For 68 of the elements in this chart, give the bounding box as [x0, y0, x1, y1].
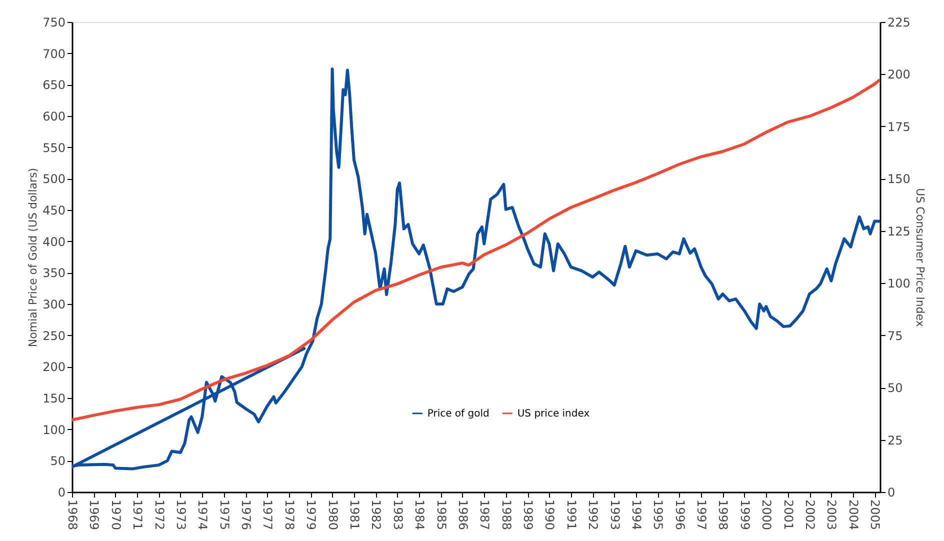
x-tick-label: 1994	[629, 500, 644, 530]
y-tick-label: 700	[42, 46, 66, 61]
legend-label: US price index	[517, 408, 590, 420]
y-tick-label: 600	[42, 110, 66, 124]
x-tick-label: 1996	[672, 500, 687, 530]
x-tick-label: 1997	[694, 500, 709, 530]
y-tick-label: 500	[42, 172, 66, 186]
y-tick-label: 50	[50, 454, 66, 468]
y-tick-label: 450	[42, 204, 66, 218]
x-tick-label: 1982	[369, 500, 384, 530]
y-tick-label: 650	[42, 78, 66, 92]
x-tick-label: 1972	[152, 500, 166, 530]
y-tick-label: 400	[42, 234, 66, 249]
x-tick-label: 2003	[824, 500, 839, 530]
y-tick-label: 750	[42, 16, 66, 30]
x-tick-label: 1977	[260, 500, 275, 530]
y-axis-title: Nomial Price of Gold (US dollars)	[26, 168, 40, 348]
x-tick-label: 1969	[87, 500, 102, 530]
y-tick-label: 200	[42, 360, 66, 374]
y-tick-label: 300	[42, 298, 66, 312]
y2-tick-label: 175	[888, 120, 910, 134]
y2-tick-label: 150	[888, 172, 910, 186]
x-tick-label: 1971	[130, 500, 145, 530]
x-tick-label: 1993	[608, 500, 622, 530]
x-tick-label: 1991	[564, 500, 578, 530]
y2-tick-label: 100	[888, 276, 910, 291]
x-tick-label: 2005	[868, 500, 882, 530]
x-tick-label: 1999	[738, 500, 752, 530]
y-tick-label: 150	[42, 392, 66, 406]
x-tick-label: 1984	[412, 500, 427, 530]
x-tick-label: 2000	[760, 500, 774, 530]
y-tick-label: 350	[42, 266, 66, 280]
x-tick-label: 1988	[499, 500, 514, 530]
y2-tick-label: 50	[888, 381, 903, 396]
x-tick-label: 1973	[174, 500, 188, 530]
y2-tick-label: 75	[888, 328, 903, 343]
y-tick-label: 0	[58, 486, 66, 500]
x-tick-label: 1983	[390, 500, 405, 530]
x-tick-label: 1981	[347, 500, 362, 530]
x-tick-label: 2004	[846, 500, 860, 530]
x-tick-label: 2002	[803, 500, 818, 530]
x-tick-label: 1970	[108, 500, 123, 530]
y-tick-label: 100	[42, 422, 66, 437]
x-tick-label: 1990	[542, 500, 557, 530]
legend-label: Price of gold	[427, 408, 490, 420]
x-tick-label: 1995	[651, 500, 666, 530]
y2-tick-label: 225	[888, 16, 910, 30]
x-tick-label: 1992	[586, 500, 600, 530]
x-tick-label: 1975	[217, 500, 232, 530]
x-tick-label: 1987	[478, 500, 492, 530]
y2-tick-label: 25	[888, 433, 903, 448]
x-tick-label: 1979	[304, 500, 318, 530]
x-tick-label: 1989	[521, 500, 536, 530]
x-tick-label: 1985	[434, 500, 448, 530]
x-tick-label: 1980	[326, 500, 340, 530]
y2-tick-label: 0	[888, 486, 896, 500]
x-tick-label: 1976	[239, 500, 254, 530]
y2-tick-label: 200	[888, 68, 910, 82]
y-tick-label: 250	[42, 328, 66, 343]
y2-axis-title: US Consumer Price Index	[913, 188, 926, 328]
x-tick-label: 1978	[282, 500, 296, 530]
x-tick-label: 1974	[196, 500, 210, 530]
y2-tick-label: 125	[888, 224, 910, 238]
x-tick-label: 2001	[781, 500, 796, 530]
x-tick-label: 1986	[456, 500, 470, 530]
x-tick-label: 1998	[716, 500, 730, 530]
y-tick-label: 550	[42, 140, 66, 155]
x-tick-label: 1968	[66, 500, 80, 530]
